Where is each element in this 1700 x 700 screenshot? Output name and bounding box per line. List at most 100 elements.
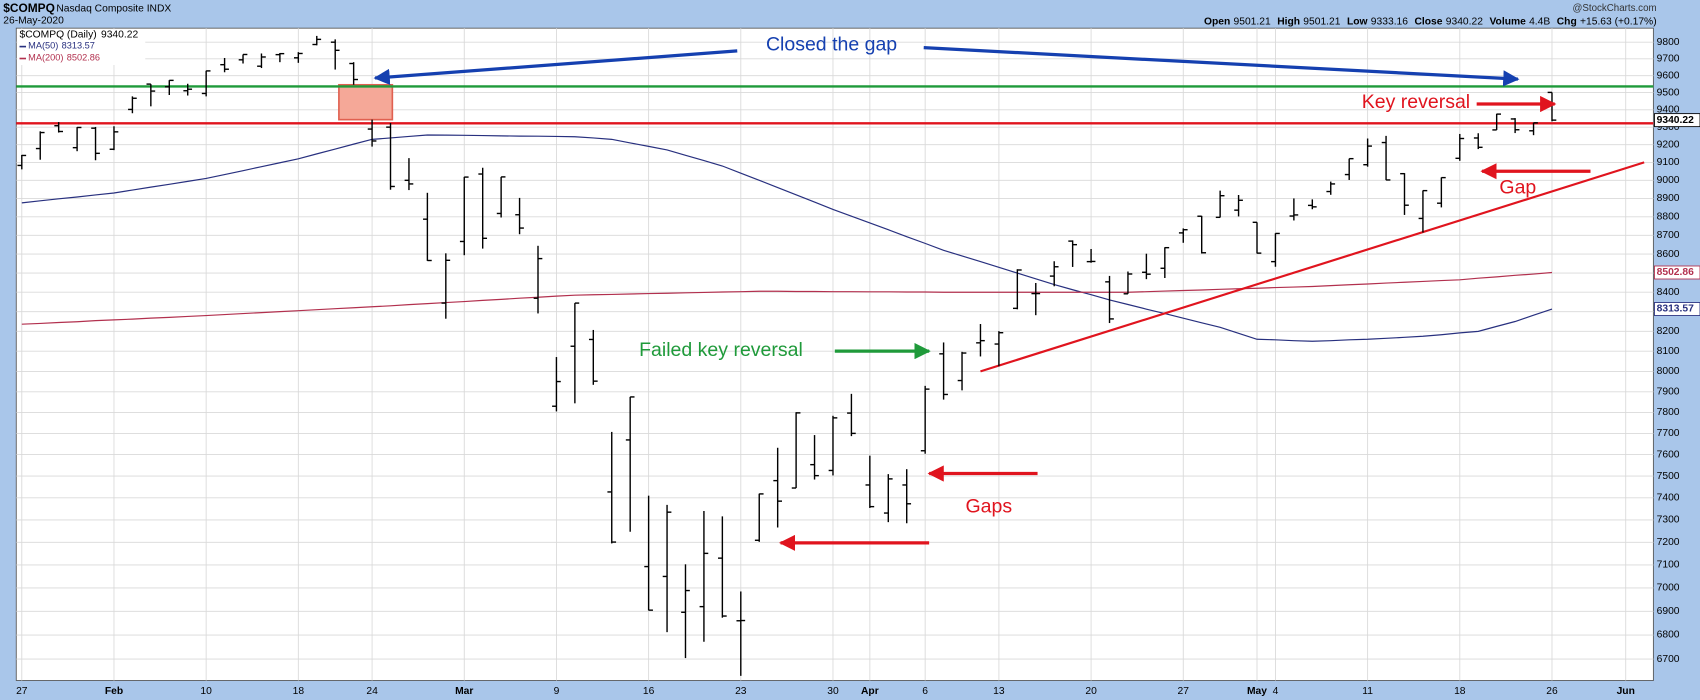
- subtitle: Nasdaq Composite INDX: [56, 3, 171, 14]
- x-tick-label: May: [1247, 686, 1267, 697]
- legend-name: MA(50): [28, 41, 58, 51]
- y-tick-label: 9100: [1657, 157, 1680, 168]
- y-tick-label: 8800: [1657, 211, 1680, 222]
- y-tick-label: 9000: [1657, 175, 1680, 186]
- x-tick-label: 10: [200, 686, 212, 697]
- x-tick-label: 30: [827, 686, 839, 697]
- y-tick-label: 7100: [1657, 560, 1680, 571]
- ma-line: [21, 134, 1553, 342]
- x-tick-label: 4: [1273, 686, 1279, 697]
- legend-entry: MA(50) 8313.57: [28, 41, 95, 51]
- legend-value: 9340.22: [101, 29, 138, 40]
- arrow: [923, 46, 1520, 87]
- y-tick-label: 9800: [1657, 37, 1680, 48]
- annotation: Key reversal: [1362, 91, 1470, 113]
- legend-box: [17, 29, 146, 66]
- y-tick-label: 7700: [1657, 428, 1680, 439]
- x-tick-label: 18: [1454, 686, 1466, 697]
- grid: [16, 28, 1654, 681]
- x-tick-label: 27: [16, 686, 28, 697]
- x-tick-label: 11: [1362, 686, 1373, 697]
- y-tick-label: 9700: [1657, 54, 1680, 65]
- y-tick-label: 7200: [1657, 537, 1680, 548]
- quote-label: Chg: [1557, 16, 1577, 27]
- y-tick-label: 7600: [1657, 449, 1680, 460]
- marks: [16, 35, 1654, 676]
- y-tick-label: 8900: [1657, 193, 1680, 204]
- y-tick-label: 6700: [1657, 654, 1680, 665]
- annotation: Closed the gap: [766, 34, 897, 56]
- y-tick-label: 9200: [1657, 139, 1680, 150]
- y-tick-label: 6900: [1657, 606, 1680, 617]
- x-tick-label: 9: [554, 686, 560, 697]
- y-tick-label: 7000: [1657, 583, 1680, 594]
- value-tag-box: [1654, 113, 1700, 128]
- value-tag: 9340.22: [1657, 115, 1694, 126]
- quote-value: 9501.21: [1303, 16, 1340, 27]
- date: 26-May-2020: [3, 15, 64, 26]
- y-tick-label: 7900: [1657, 387, 1680, 398]
- quote-value: 9340.22: [1446, 16, 1483, 27]
- ma-line: [21, 271, 1553, 325]
- x-tick-label: Feb: [105, 686, 123, 697]
- y-tick-label: 7400: [1657, 493, 1680, 504]
- quote-label: High: [1277, 16, 1300, 27]
- legend-price: $COMPQ (Daily) 9340.22: [20, 29, 139, 40]
- quote-label: Volume: [1489, 16, 1526, 27]
- x-tick-label: 13: [993, 686, 1005, 697]
- value-tag: 8502.86: [1657, 267, 1694, 278]
- y-tick-label: 9600: [1657, 70, 1680, 81]
- x-tick-label: 18: [293, 686, 305, 697]
- x-tick-label: 16: [643, 686, 655, 697]
- x-tick-label: 26: [1546, 686, 1558, 697]
- quote-label: Close: [1415, 16, 1443, 27]
- legend-value: 8502.86: [67, 53, 100, 63]
- y-tick-label: 7500: [1657, 471, 1680, 482]
- y-tick-label: 9400: [1657, 105, 1680, 116]
- labels: $COMPQ Nasdaq Composite INDX 26-May-2020…: [3, 1, 1700, 697]
- quote-value: 9333.16: [1371, 16, 1408, 27]
- y-tick-label: 7800: [1657, 407, 1680, 418]
- gap-box: [338, 83, 394, 121]
- y-tick-label: 8400: [1657, 287, 1680, 298]
- legend-entry: MA(200) 8502.86: [28, 53, 100, 63]
- title: $COMPQ: [3, 1, 55, 15]
- x-tick-label: 20: [1085, 686, 1097, 697]
- quote-value: +15.63 (+0.17%): [1580, 16, 1657, 27]
- y-tick-label: 8200: [1657, 326, 1680, 337]
- plot-area: [15, 27, 1654, 681]
- y-tick-label: 9300: [1657, 122, 1680, 133]
- y-tick-label: 9500: [1657, 87, 1680, 98]
- quote-label: Open: [1204, 16, 1230, 27]
- x-tick-label: 6: [922, 686, 928, 697]
- legend-value: 8313.57: [62, 41, 95, 51]
- x-tick-label: 24: [366, 686, 378, 697]
- annotation: Gaps: [965, 495, 1012, 517]
- x-tick-label: 27: [1178, 686, 1190, 697]
- trendline: [980, 161, 1645, 373]
- value-tag-box: [1654, 302, 1700, 316]
- value-tag-box: [1654, 265, 1700, 280]
- y-tick-label: 8000: [1657, 366, 1680, 377]
- arrow: [373, 49, 738, 86]
- legend-name: MA(200): [28, 53, 63, 63]
- y-tick-label: 6800: [1657, 630, 1680, 641]
- source: @StockCharts.com: [1572, 3, 1656, 14]
- y-tick-label: 8700: [1657, 230, 1680, 241]
- quote: Open 9501.21 High 9501.21 Low 9333.16 Close 934…: [1204, 16, 1657, 27]
- legend-name: $COMPQ (Daily): [20, 29, 97, 40]
- y-tick-label: 8100: [1657, 346, 1680, 357]
- y-tick-label: 7300: [1657, 515, 1680, 526]
- annotation: Failed key reversal: [639, 339, 803, 361]
- x-tick-label: 23: [735, 686, 747, 697]
- quote-label: Low: [1347, 16, 1369, 27]
- x-tick-label: Apr: [861, 686, 879, 697]
- arrows: [373, 46, 1591, 552]
- y-tick-label: 8600: [1657, 249, 1680, 260]
- x-tick-label: Mar: [455, 686, 473, 697]
- annotation: Gap: [1499, 177, 1536, 199]
- quote-value: 9501.21: [1234, 16, 1271, 27]
- quote-value: 4.4B: [1529, 16, 1550, 27]
